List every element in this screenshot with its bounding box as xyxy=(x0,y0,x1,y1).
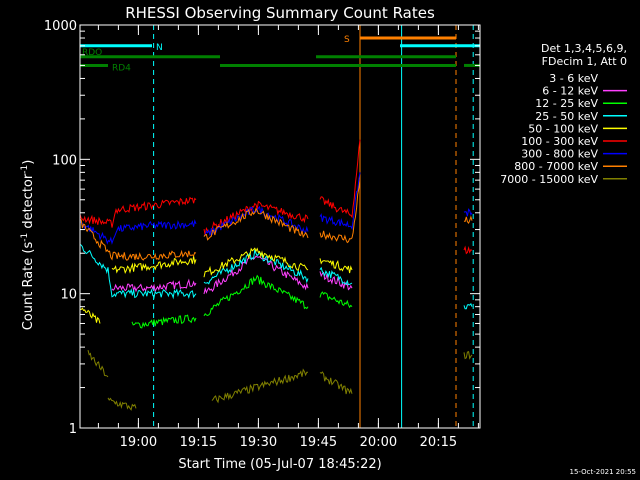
legend-entry-label: 25 - 50 keV xyxy=(535,110,598,123)
x-tick-label: 20:00 xyxy=(360,435,397,450)
legend: Det 1,3,4,5,6,9, FDecim 1, Att 0 3 - 6 k… xyxy=(500,42,627,186)
legend-entry-label: 50 - 100 keV xyxy=(528,122,598,135)
legend-entry-label: 300 - 800 keV xyxy=(521,148,598,161)
chart-title: RHESSI Observing Summary Count Rates xyxy=(125,4,435,22)
axes: 1000 100 10 1 19:00 19:15 19:30 19:45 20:00 20:15 xyxy=(44,19,481,450)
x-axis-label: Start Time (05-Jul-07 18:45:22) xyxy=(178,457,381,472)
series-line xyxy=(79,244,197,300)
x-tick-label: 19:30 xyxy=(240,435,277,450)
x-tick-label: 19:00 xyxy=(120,435,157,450)
x-tick-label: 19:15 xyxy=(180,435,217,450)
series-line xyxy=(319,291,353,309)
series-line xyxy=(147,351,197,363)
status-bar-label: RD4 xyxy=(112,63,131,73)
series-line xyxy=(203,249,309,285)
legend-entry-label: 100 - 300 keV xyxy=(521,135,598,148)
series-line xyxy=(203,200,309,236)
plot-area: N RDO RD4 S xyxy=(79,25,480,428)
series-line xyxy=(463,208,473,217)
series-line xyxy=(463,245,473,255)
y-tick-label: 10 xyxy=(60,288,77,303)
series-line xyxy=(107,397,137,411)
series-line xyxy=(79,196,197,228)
x-tick-label: 19:45 xyxy=(300,435,337,450)
series-line xyxy=(319,338,353,353)
legend-entry-label: 800 - 7000 keV xyxy=(514,160,598,173)
series-line xyxy=(319,271,353,291)
series-line xyxy=(203,274,309,317)
series-line xyxy=(111,256,197,275)
series-line xyxy=(203,205,309,237)
legend-entry-label: 6 - 12 keV xyxy=(542,85,598,98)
y-tick-label: 1000 xyxy=(44,19,77,34)
series-line xyxy=(203,207,309,241)
legend-entry-label: 12 - 25 keV xyxy=(535,97,598,110)
x-tick-label: 20:15 xyxy=(420,435,457,450)
series-line xyxy=(463,351,473,360)
y-axis-label: Count Rate (s-1 detector-1) xyxy=(20,160,36,331)
series-line xyxy=(79,218,197,245)
footer-timestamp: 15-Oct-2021 20:55 xyxy=(570,468,636,476)
plot-frame xyxy=(79,24,481,429)
y-tick-label: 100 xyxy=(52,153,77,168)
y-tick-label: 1 xyxy=(69,422,77,437)
series-line xyxy=(79,307,101,324)
status-bar-label: S xyxy=(344,35,350,45)
series-line xyxy=(87,349,109,378)
series-line xyxy=(111,278,197,293)
series-line xyxy=(203,247,309,278)
series-line xyxy=(319,172,361,231)
series-line xyxy=(203,255,309,295)
series-line xyxy=(80,219,197,261)
legend-entry-label: 3 - 6 keV xyxy=(549,72,598,85)
status-bar-label: N xyxy=(156,43,163,53)
series-line xyxy=(319,180,361,244)
series-line xyxy=(319,139,361,219)
series-line xyxy=(211,368,308,404)
legend-entry-label: 7000 - 15000 keV xyxy=(500,173,598,186)
series-line xyxy=(319,258,353,274)
series-line xyxy=(463,215,473,225)
series-line xyxy=(463,302,473,310)
legend-header-line-2: FDecim 1, Att 0 xyxy=(542,55,627,68)
series-line xyxy=(131,314,197,329)
series-line xyxy=(319,371,353,395)
legend-header-line-1: Det 1,3,4,5,6,9, xyxy=(541,42,627,55)
series-line xyxy=(319,266,353,286)
status-bar-label: RDO xyxy=(82,48,102,58)
series-line xyxy=(203,285,309,338)
